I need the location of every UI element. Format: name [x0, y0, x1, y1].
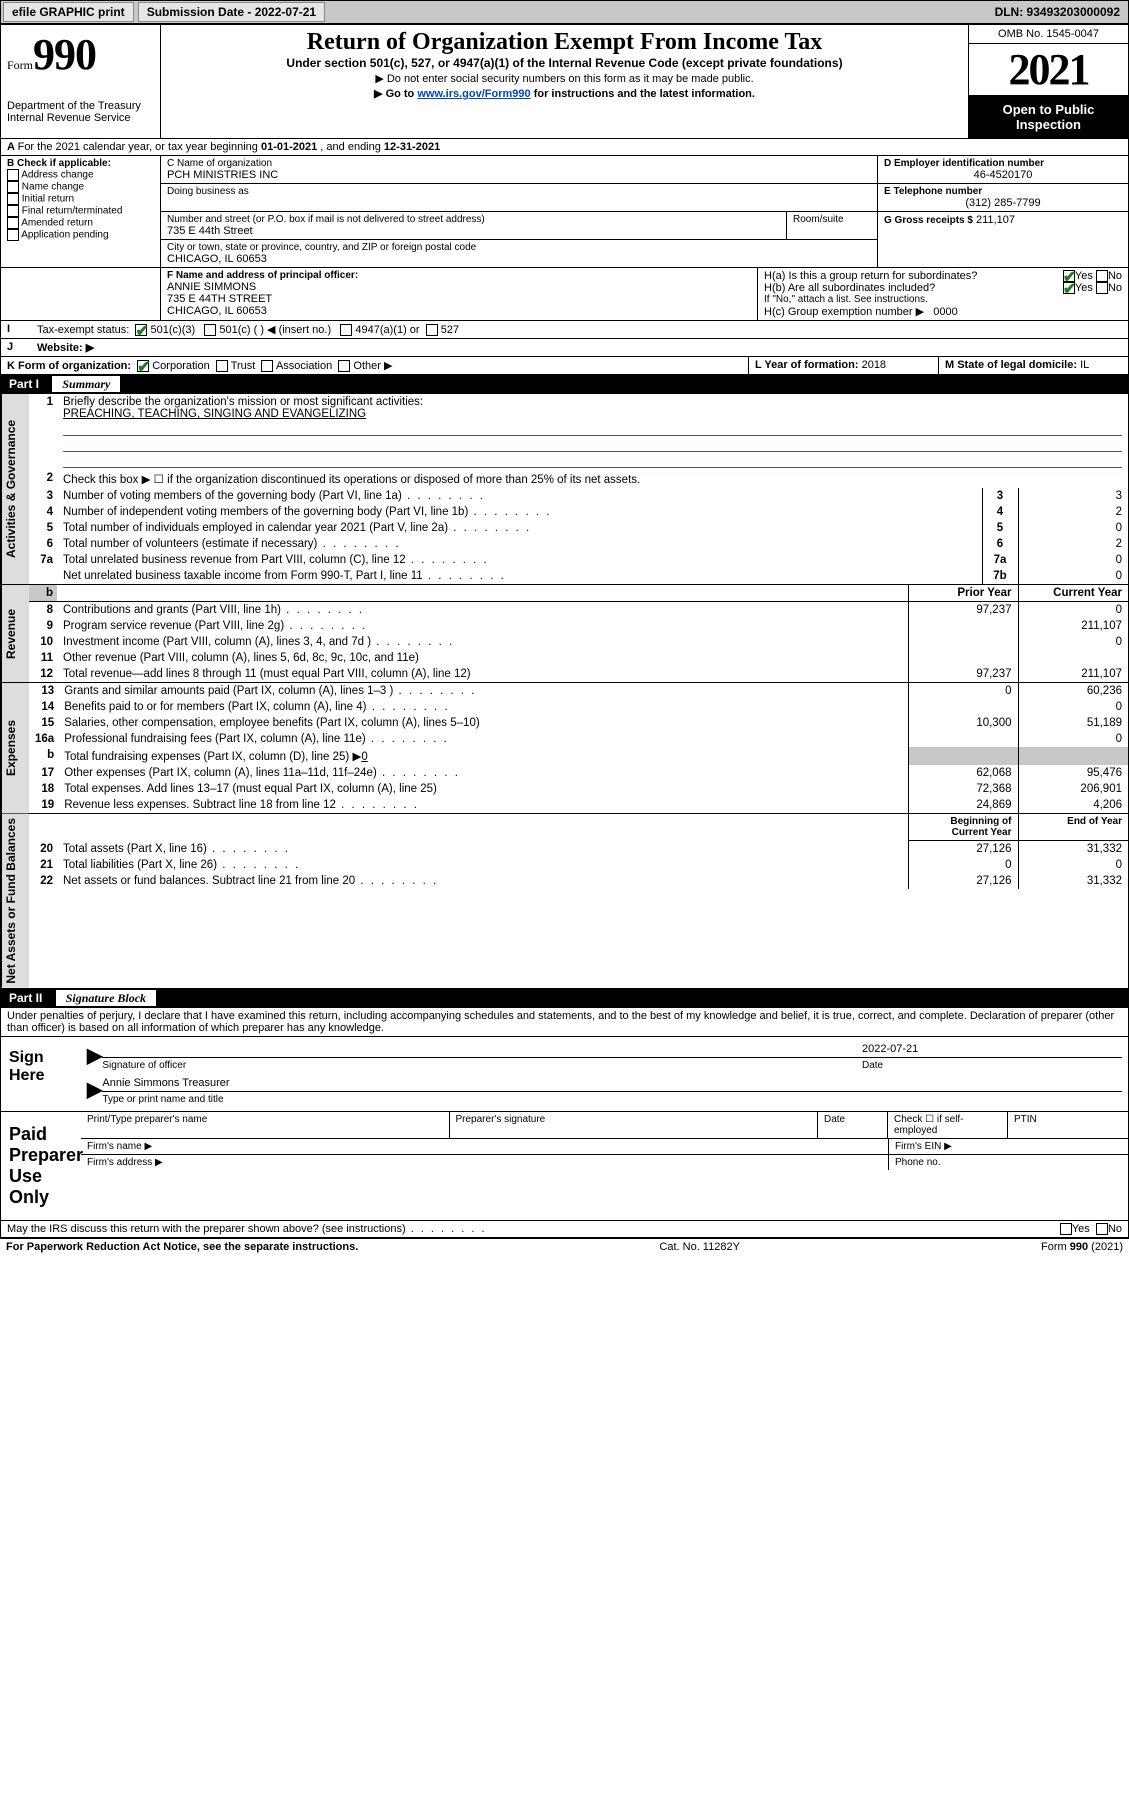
- part2-bar: Part II Signature Block: [1, 989, 1128, 1008]
- tax-year: 2021: [969, 44, 1128, 96]
- dba-label: Doing business as: [167, 186, 871, 197]
- chk-final-return[interactable]: Final return/terminated: [22, 206, 123, 217]
- org-name: PCH MINISTRIES INC: [167, 169, 871, 181]
- city-label: City or town, state or province, country…: [167, 242, 871, 253]
- h-a-label: H(a) Is this a group return for subordin…: [764, 270, 1063, 282]
- top-toolbar: efile GRAPHIC print Submission Date - 20…: [0, 0, 1129, 24]
- form-header: Form990 Department of the Treasury Inter…: [1, 25, 1128, 139]
- ein-value: 46-4520170: [884, 169, 1122, 181]
- vtab-net-assets: Net Assets or Fund Balances: [1, 814, 29, 988]
- page-footer: For Paperwork Reduction Act Notice, see …: [0, 1239, 1129, 1255]
- mission-text: PREACHING, TEACHING, SINGING AND EVANGEL…: [63, 408, 366, 420]
- sign-here-label: Sign Here: [1, 1037, 81, 1111]
- vtab-revenue: Revenue: [1, 585, 29, 682]
- chk-initial-return[interactable]: Initial return: [22, 194, 74, 205]
- omb-number: OMB No. 1545-0047: [969, 25, 1128, 44]
- gross-receipts-label: G Gross receipts $: [884, 215, 973, 226]
- officer-city: CHICAGO, IL 60653: [167, 305, 751, 317]
- form-number: 990: [33, 30, 96, 79]
- line-klm: K Form of organization: Corporation Trus…: [1, 357, 1128, 375]
- section-net-assets: Net Assets or Fund Balances Beginning of…: [1, 814, 1128, 989]
- form-prefix: Form: [7, 58, 33, 72]
- irs-link[interactable]: www.irs.gov/Form990: [417, 88, 530, 100]
- room-label: Room/suite: [793, 214, 871, 225]
- vtab-expenses: Expenses: [1, 683, 29, 813]
- box-b-label: B Check if applicable:: [7, 158, 154, 169]
- line-j: J Website: ▶: [1, 339, 1128, 357]
- ein-label: D Employer identification number: [884, 158, 1122, 169]
- section-revenue: Revenue b Prior Year Current Year 8Contr…: [1, 585, 1128, 683]
- vtab-governance: Activities & Governance: [1, 394, 29, 584]
- efile-print-button[interactable]: efile GRAPHIC print: [3, 2, 134, 22]
- officer-name: ANNIE SIMMONS: [167, 281, 751, 293]
- gross-receipts-value: 211,107: [976, 214, 1015, 226]
- h-c-value: 0000: [933, 306, 957, 318]
- form-subtitle-1: Under section 501(c), 527, or 4947(a)(1)…: [169, 56, 960, 70]
- paid-preparer-label: Paid Preparer Use Only: [1, 1112, 81, 1220]
- paid-preparer-block: Paid Preparer Use Only Print/Type prepar…: [1, 1112, 1128, 1221]
- form-subtitle-3: ▶ Go to www.irs.gov/Form990 for instruct…: [169, 87, 960, 100]
- perjury-declaration: Under penalties of perjury, I declare th…: [1, 1008, 1128, 1037]
- officer-name-title: Annie Simmons Treasurer: [102, 1077, 1122, 1089]
- officer-label: F Name and address of principal officer:: [167, 270, 751, 281]
- dept-treasury: Department of the Treasury: [7, 100, 154, 112]
- org-name-label: C Name of organization: [167, 158, 871, 169]
- phone-label: E Telephone number: [884, 186, 1122, 197]
- street-value: 735 E 44th Street: [167, 225, 780, 237]
- h-b-label: H(b) Are all subordinates included?: [764, 282, 1063, 294]
- line-i: I Tax-exempt status: 501(c)(3) 501(c) ( …: [1, 321, 1128, 339]
- chk-amended-return[interactable]: Amended return: [21, 218, 93, 229]
- header-block-fh: F Name and address of principal officer:…: [1, 268, 1128, 321]
- part1-bar: Part I Summary: [1, 375, 1128, 394]
- sign-here-block: Sign Here ▶ 2022-07-21 Signature of offi…: [1, 1037, 1128, 1112]
- irs-label: Internal Revenue Service: [7, 112, 154, 124]
- officer-street: 735 E 44TH STREET: [167, 293, 751, 305]
- submission-date-button[interactable]: Submission Date - 2022-07-21: [138, 2, 325, 22]
- line-a-tax-year: A For the 2021 calendar year, or tax yea…: [1, 139, 1128, 156]
- chk-application-pending[interactable]: Application pending: [21, 230, 108, 241]
- form-990: Form990 Department of the Treasury Inter…: [0, 24, 1129, 1239]
- discuss-row: May the IRS discuss this return with the…: [1, 1221, 1128, 1238]
- phone-value: (312) 285-7799: [884, 197, 1122, 209]
- h-c-label: H(c) Group exemption number ▶: [764, 306, 924, 318]
- form-title: Return of Organization Exempt From Incom…: [169, 29, 960, 56]
- chk-address-change[interactable]: Address change: [21, 170, 93, 181]
- form-subtitle-2: ▶ Do not enter social security numbers o…: [169, 72, 960, 85]
- dln-label: DLN: 93493203000092: [987, 5, 1128, 19]
- city-value: CHICAGO, IL 60653: [167, 253, 871, 265]
- section-expenses: Expenses 13Grants and similar amounts pa…: [1, 683, 1128, 814]
- section-activities-governance: Activities & Governance 1 Briefly descri…: [1, 394, 1128, 585]
- header-block-bcdeg: B Check if applicable: Address change Na…: [1, 156, 1128, 268]
- chk-name-change[interactable]: Name change: [22, 182, 84, 193]
- open-to-public: Open to Public Inspection: [969, 96, 1128, 138]
- street-label: Number and street (or P.O. box if mail i…: [167, 214, 780, 225]
